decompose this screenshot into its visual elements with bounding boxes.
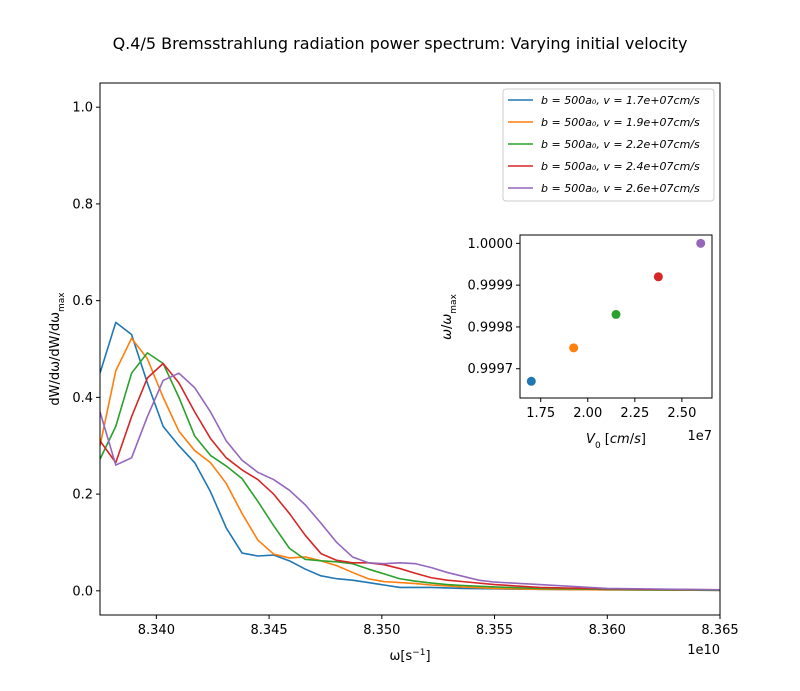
inset-y-tick-label-1-0000: 1.0000 <box>468 237 514 252</box>
main-y-ticks: 0.0 0.2 0.4 0.6 0.8 1.0 <box>72 101 100 599</box>
inset-point-4 <box>653 272 663 282</box>
y-tick-label-0-4: 0.4 <box>72 391 93 406</box>
x-tick-label-8-350: 8.350 <box>363 623 400 638</box>
legend-label-1: b = 500a₀, v = 1.7e+07cm/s <box>541 94 700 107</box>
x-tick-label-8-355: 8.355 <box>476 623 513 638</box>
series-line-1 <box>100 321 720 592</box>
inset-y-tick-label-0-9999: 0.9999 <box>468 279 514 294</box>
x-tick-label-8-340: 8.340 <box>138 623 175 638</box>
series-line-4 <box>100 362 720 591</box>
inset-point-2 <box>569 343 579 353</box>
legend-label-5: b = 500a₀, v = 2.6e+07cm/s <box>541 182 700 195</box>
inset-x-offset-label: 1e7 <box>687 429 712 444</box>
inset-x-tick-label-2-50: 2.50 <box>667 406 696 421</box>
legend-items: b = 500a₀, v = 1.7e+07cm/s b = 500a₀, v =… <box>508 94 700 195</box>
main-plot-frame <box>99 82 721 616</box>
legend-label-4: b = 500a₀, v = 2.4e+07cm/s <box>541 160 700 173</box>
main-x-ticks: 8.340 8.345 8.350 8.355 8.360 8.365 <box>138 615 739 638</box>
y-tick-label-0-8: 0.8 <box>72 197 93 212</box>
inset-x-tick-label-2-00: 2.00 <box>573 406 602 421</box>
inset-point-3 <box>611 309 621 319</box>
inset-plot-frame <box>519 234 713 399</box>
inset-plot: 1.75 2.00 2.25 2.50 0.9997 0.9998 0.9999 1.000… <box>440 234 713 451</box>
inset-x-tick-label-1-75: 1.75 <box>526 406 555 421</box>
inset-scatter-points <box>526 238 706 386</box>
inset-y-tick-label-0-9997: 0.9997 <box>468 362 514 377</box>
y-tick-label-0-0: 0.0 <box>72 584 93 599</box>
main-x-offset-label: 1e10 <box>687 643 720 658</box>
main-series-lines <box>100 321 720 592</box>
series-line-5 <box>100 372 720 591</box>
legend-label-3: b = 500a₀, v = 2.2e+07cm/s <box>541 138 700 151</box>
inset-point-5 <box>696 238 706 248</box>
x-tick-label-8-365: 8.365 <box>701 623 738 638</box>
legend-label-2: b = 500a₀, v = 1.9e+07cm/s <box>541 116 700 129</box>
inset-y-tick-label-0-9998: 0.9998 <box>468 320 514 335</box>
x-tick-label-8-345: 8.345 <box>250 623 287 638</box>
y-tick-label-1-0: 1.0 <box>72 101 93 116</box>
inset-y-ticks: 0.9997 0.9998 0.9999 1.0000 <box>468 237 520 377</box>
inset-point-1 <box>526 376 536 386</box>
inset-x-axis-label: V0 [cm/s] <box>586 432 646 451</box>
inset-x-ticks: 1.75 2.00 2.25 2.50 <box>526 398 696 421</box>
series-line-3 <box>100 352 720 592</box>
legend: b = 500a₀, v = 1.7e+07cm/s b = 500a₀, v =… <box>502 88 715 202</box>
legend-box <box>502 88 715 202</box>
inset-x-tick-label-2-25: 2.25 <box>620 406 649 421</box>
main-y-axis-label: dW/dω/dW/dωmax <box>48 292 67 406</box>
y-tick-label-0-6: 0.6 <box>72 294 93 309</box>
series-line-2 <box>100 337 720 592</box>
chart-title: Q.4/5 Bremsstrahlung radiation power spe… <box>113 34 688 53</box>
y-tick-label-0-2: 0.2 <box>72 488 93 503</box>
x-tick-label-8-360: 8.360 <box>589 623 626 638</box>
